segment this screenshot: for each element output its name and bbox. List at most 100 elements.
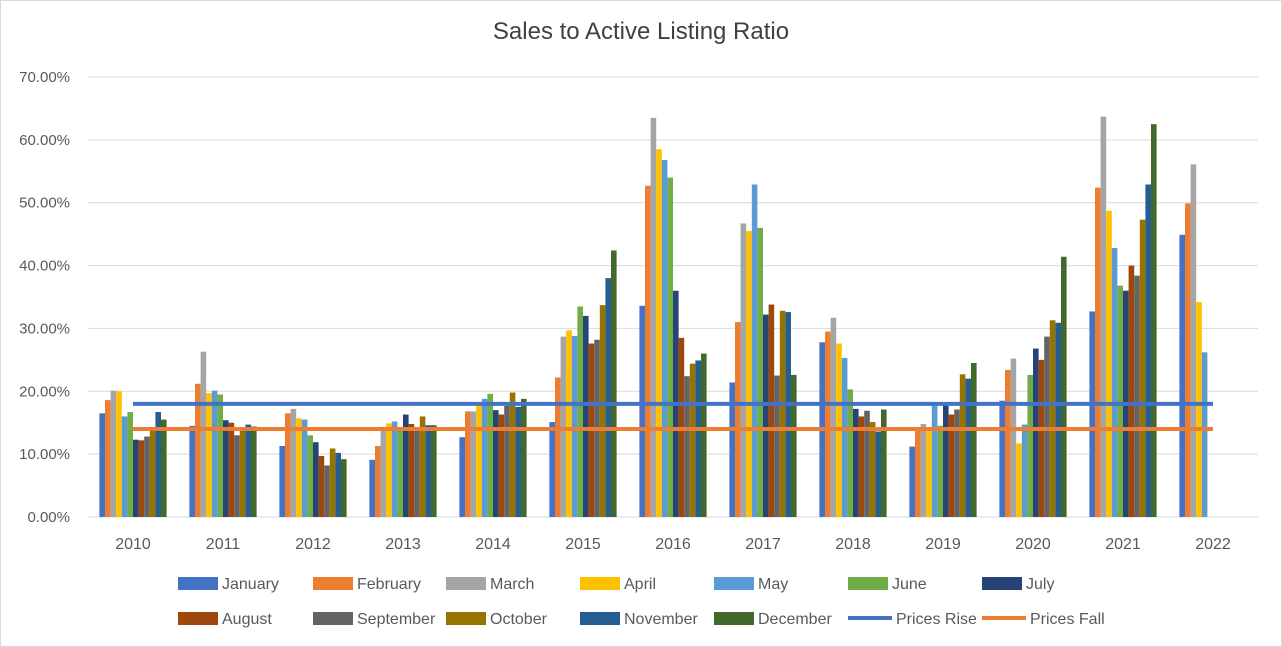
bar-september-2019 <box>954 409 960 517</box>
bar-october-2011 <box>239 427 246 517</box>
bar-february-2012 <box>285 413 291 517</box>
legend-label: May <box>758 576 788 593</box>
bar-january-2014 <box>459 437 465 517</box>
bar-june-2014 <box>487 393 493 517</box>
bar-february-2022 <box>1185 203 1191 518</box>
bar-september-2010 <box>144 436 150 517</box>
bar-june-2019 <box>937 425 943 517</box>
legend-label: October <box>490 611 548 628</box>
bar-march-2022 <box>1190 164 1197 517</box>
bar-october-2019 <box>959 374 966 517</box>
bar-may-2019 <box>931 401 938 517</box>
legend-swatch-june <box>848 577 888 590</box>
bar-december-2014 <box>521 398 527 517</box>
bar-july-2020 <box>1033 348 1039 517</box>
bar-july-2012 <box>313 442 319 517</box>
bar-september-2021 <box>1134 275 1140 517</box>
bar-august-2013 <box>408 423 415 517</box>
bar-june-2011 <box>217 394 223 517</box>
legend-label: November <box>624 611 698 628</box>
bar-november-2011 <box>245 424 251 517</box>
x-tick-label: 2011 <box>206 536 241 553</box>
bar-april-2010 <box>116 391 122 517</box>
bar-february-2018 <box>825 331 831 517</box>
x-tick-label: 2010 <box>115 536 151 553</box>
bar-december-2011 <box>251 426 257 517</box>
bar-september-2020 <box>1044 336 1050 517</box>
bar-june-2015 <box>577 306 583 517</box>
bar-december-2012 <box>341 459 347 517</box>
x-tick-label: 2014 <box>475 536 511 553</box>
bar-december-2021 <box>1151 124 1157 518</box>
legend-swatch-march <box>446 577 486 590</box>
bar-june-2020 <box>1027 374 1033 517</box>
bar-august-2018 <box>858 416 865 517</box>
bar-november-2013 <box>425 425 431 517</box>
bar-august-2021 <box>1128 265 1135 517</box>
bar-january-2021 <box>1089 311 1095 517</box>
bar-october-2014 <box>509 392 516 517</box>
bar-may-2012 <box>301 419 308 517</box>
bar-november-2015 <box>605 278 611 517</box>
bar-september-2018 <box>864 410 870 517</box>
bar-may-2018 <box>841 357 848 517</box>
legend-label: July <box>1026 576 1054 593</box>
bar-december-2017 <box>791 374 797 517</box>
bar-june-2013 <box>397 427 403 517</box>
bar-september-2016 <box>684 376 690 517</box>
bar-october-2013 <box>419 416 426 517</box>
bar-december-2019 <box>971 363 977 517</box>
bar-february-2010 <box>105 400 111 517</box>
bar-february-2014 <box>465 411 471 517</box>
bar-december-2015 <box>611 250 617 517</box>
bar-march-2010 <box>110 390 117 517</box>
legend-label: August <box>222 611 272 628</box>
bar-may-2014 <box>481 398 488 517</box>
bar-september-2012 <box>324 465 330 517</box>
legend-swatch-january <box>178 577 218 590</box>
bar-january-2022 <box>1179 234 1185 517</box>
y-tick-label: 40.00% <box>19 258 70 275</box>
bar-june-2017 <box>757 227 763 517</box>
bar-october-2021 <box>1139 219 1146 517</box>
bar-february-2016 <box>645 185 651 517</box>
x-tick-label: 2018 <box>835 536 871 553</box>
legend-swatch-december <box>714 612 754 625</box>
legend-label: June <box>892 576 927 593</box>
legend-label: December <box>758 611 832 628</box>
legend-swatch-november <box>580 612 620 625</box>
legend-swatch-september <box>313 612 353 625</box>
bar-january-2019 <box>909 446 915 517</box>
bar-july-2017 <box>763 314 769 517</box>
bar-november-2019 <box>965 378 971 517</box>
bar-october-2016 <box>689 363 696 517</box>
bar-march-2021 <box>1100 116 1107 517</box>
bar-june-2012 <box>307 435 313 517</box>
bar-february-2011 <box>195 383 201 517</box>
bar-april-2022 <box>1196 302 1202 517</box>
reference-lines <box>133 401 1213 431</box>
bar-february-2021 <box>1095 187 1101 517</box>
bar-august-2010 <box>138 440 145 517</box>
bar-march-2018 <box>830 317 837 517</box>
bar-october-2015 <box>599 305 606 517</box>
bar-november-2018 <box>875 431 881 517</box>
bar-march-2014 <box>470 411 477 517</box>
bar-december-2016 <box>701 353 707 517</box>
x-tick-label: 2020 <box>1015 536 1051 553</box>
bar-february-2013 <box>375 445 381 517</box>
bar-april-2021 <box>1106 210 1112 517</box>
bar-january-2011 <box>189 425 195 517</box>
bar-april-2015 <box>566 330 572 517</box>
bar-january-2020 <box>999 400 1005 517</box>
bar-december-2013 <box>431 425 437 517</box>
bar-july-2018 <box>853 408 859 517</box>
legend-label: February <box>357 576 421 593</box>
bar-october-2012 <box>329 448 336 517</box>
legend-swatch-may <box>714 577 754 590</box>
bar-december-2010 <box>161 419 167 517</box>
bar-april-2012 <box>296 418 302 517</box>
y-tick-label: 0.00% <box>27 509 70 526</box>
legend-swatch-april <box>580 577 620 590</box>
